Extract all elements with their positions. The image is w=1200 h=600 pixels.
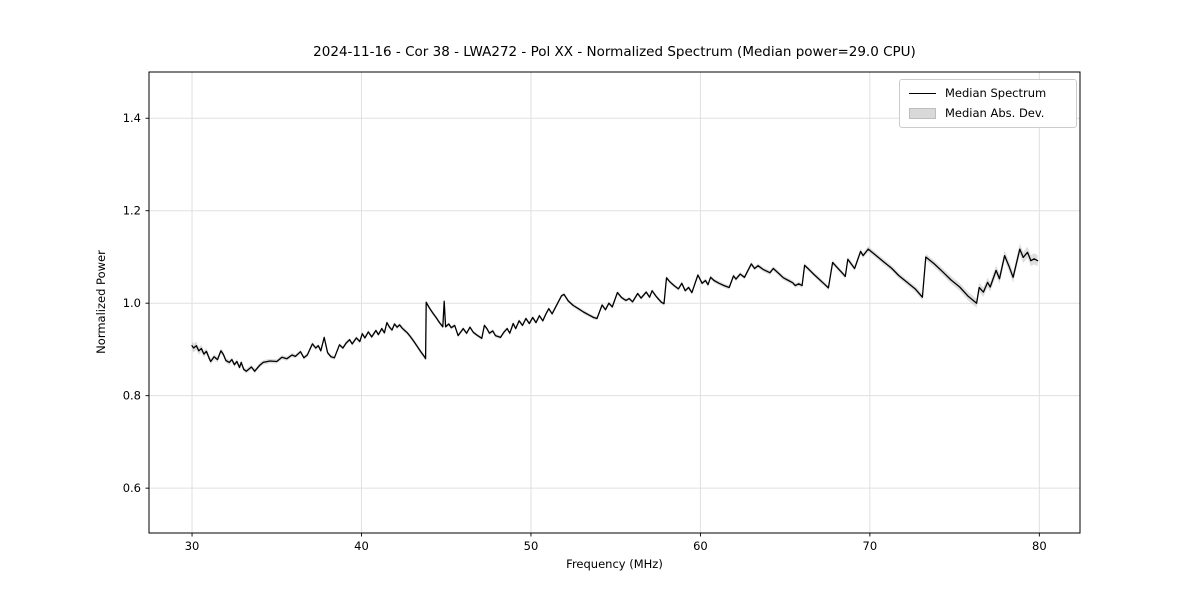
plot-frame (148, 71, 1081, 534)
legend-item-median-abs-dev: Median Abs. Dev. (909, 105, 1067, 121)
legend-item-median-spectrum: Median Spectrum (909, 85, 1067, 101)
x-tick-label: 30 (185, 539, 200, 553)
spectrum-line (191, 248, 1039, 372)
y-tick-label: 1.2 (123, 204, 141, 218)
patch-swatch-icon (909, 107, 936, 119)
x-axis-label: Frequency (MHz) (566, 557, 663, 571)
line-swatch-icon (909, 92, 936, 94)
x-tick-label: 80 (1032, 539, 1047, 553)
legend-label-median-spectrum: Median Spectrum (945, 86, 1047, 100)
x-tick-label: 40 (354, 539, 369, 553)
x-tick-label: 70 (863, 539, 878, 553)
x-tick-label: 60 (693, 539, 708, 553)
legend-label-median-abs-dev: Median Abs. Dev. (945, 106, 1045, 120)
x-tick-label: 50 (524, 539, 539, 553)
chart-title: 2024-11-16 - Cor 38 - LWA272 - Pol XX - … (313, 44, 916, 60)
y-tick-label: 0.8 (123, 389, 141, 403)
y-tick-label: 1.4 (123, 111, 141, 125)
y-tick-label: 1.0 (123, 296, 141, 310)
y-tick-label: 0.6 (123, 481, 141, 495)
mad-band (192, 243, 1038, 374)
legend: Median Spectrum Median Abs. Dev. (899, 79, 1077, 128)
